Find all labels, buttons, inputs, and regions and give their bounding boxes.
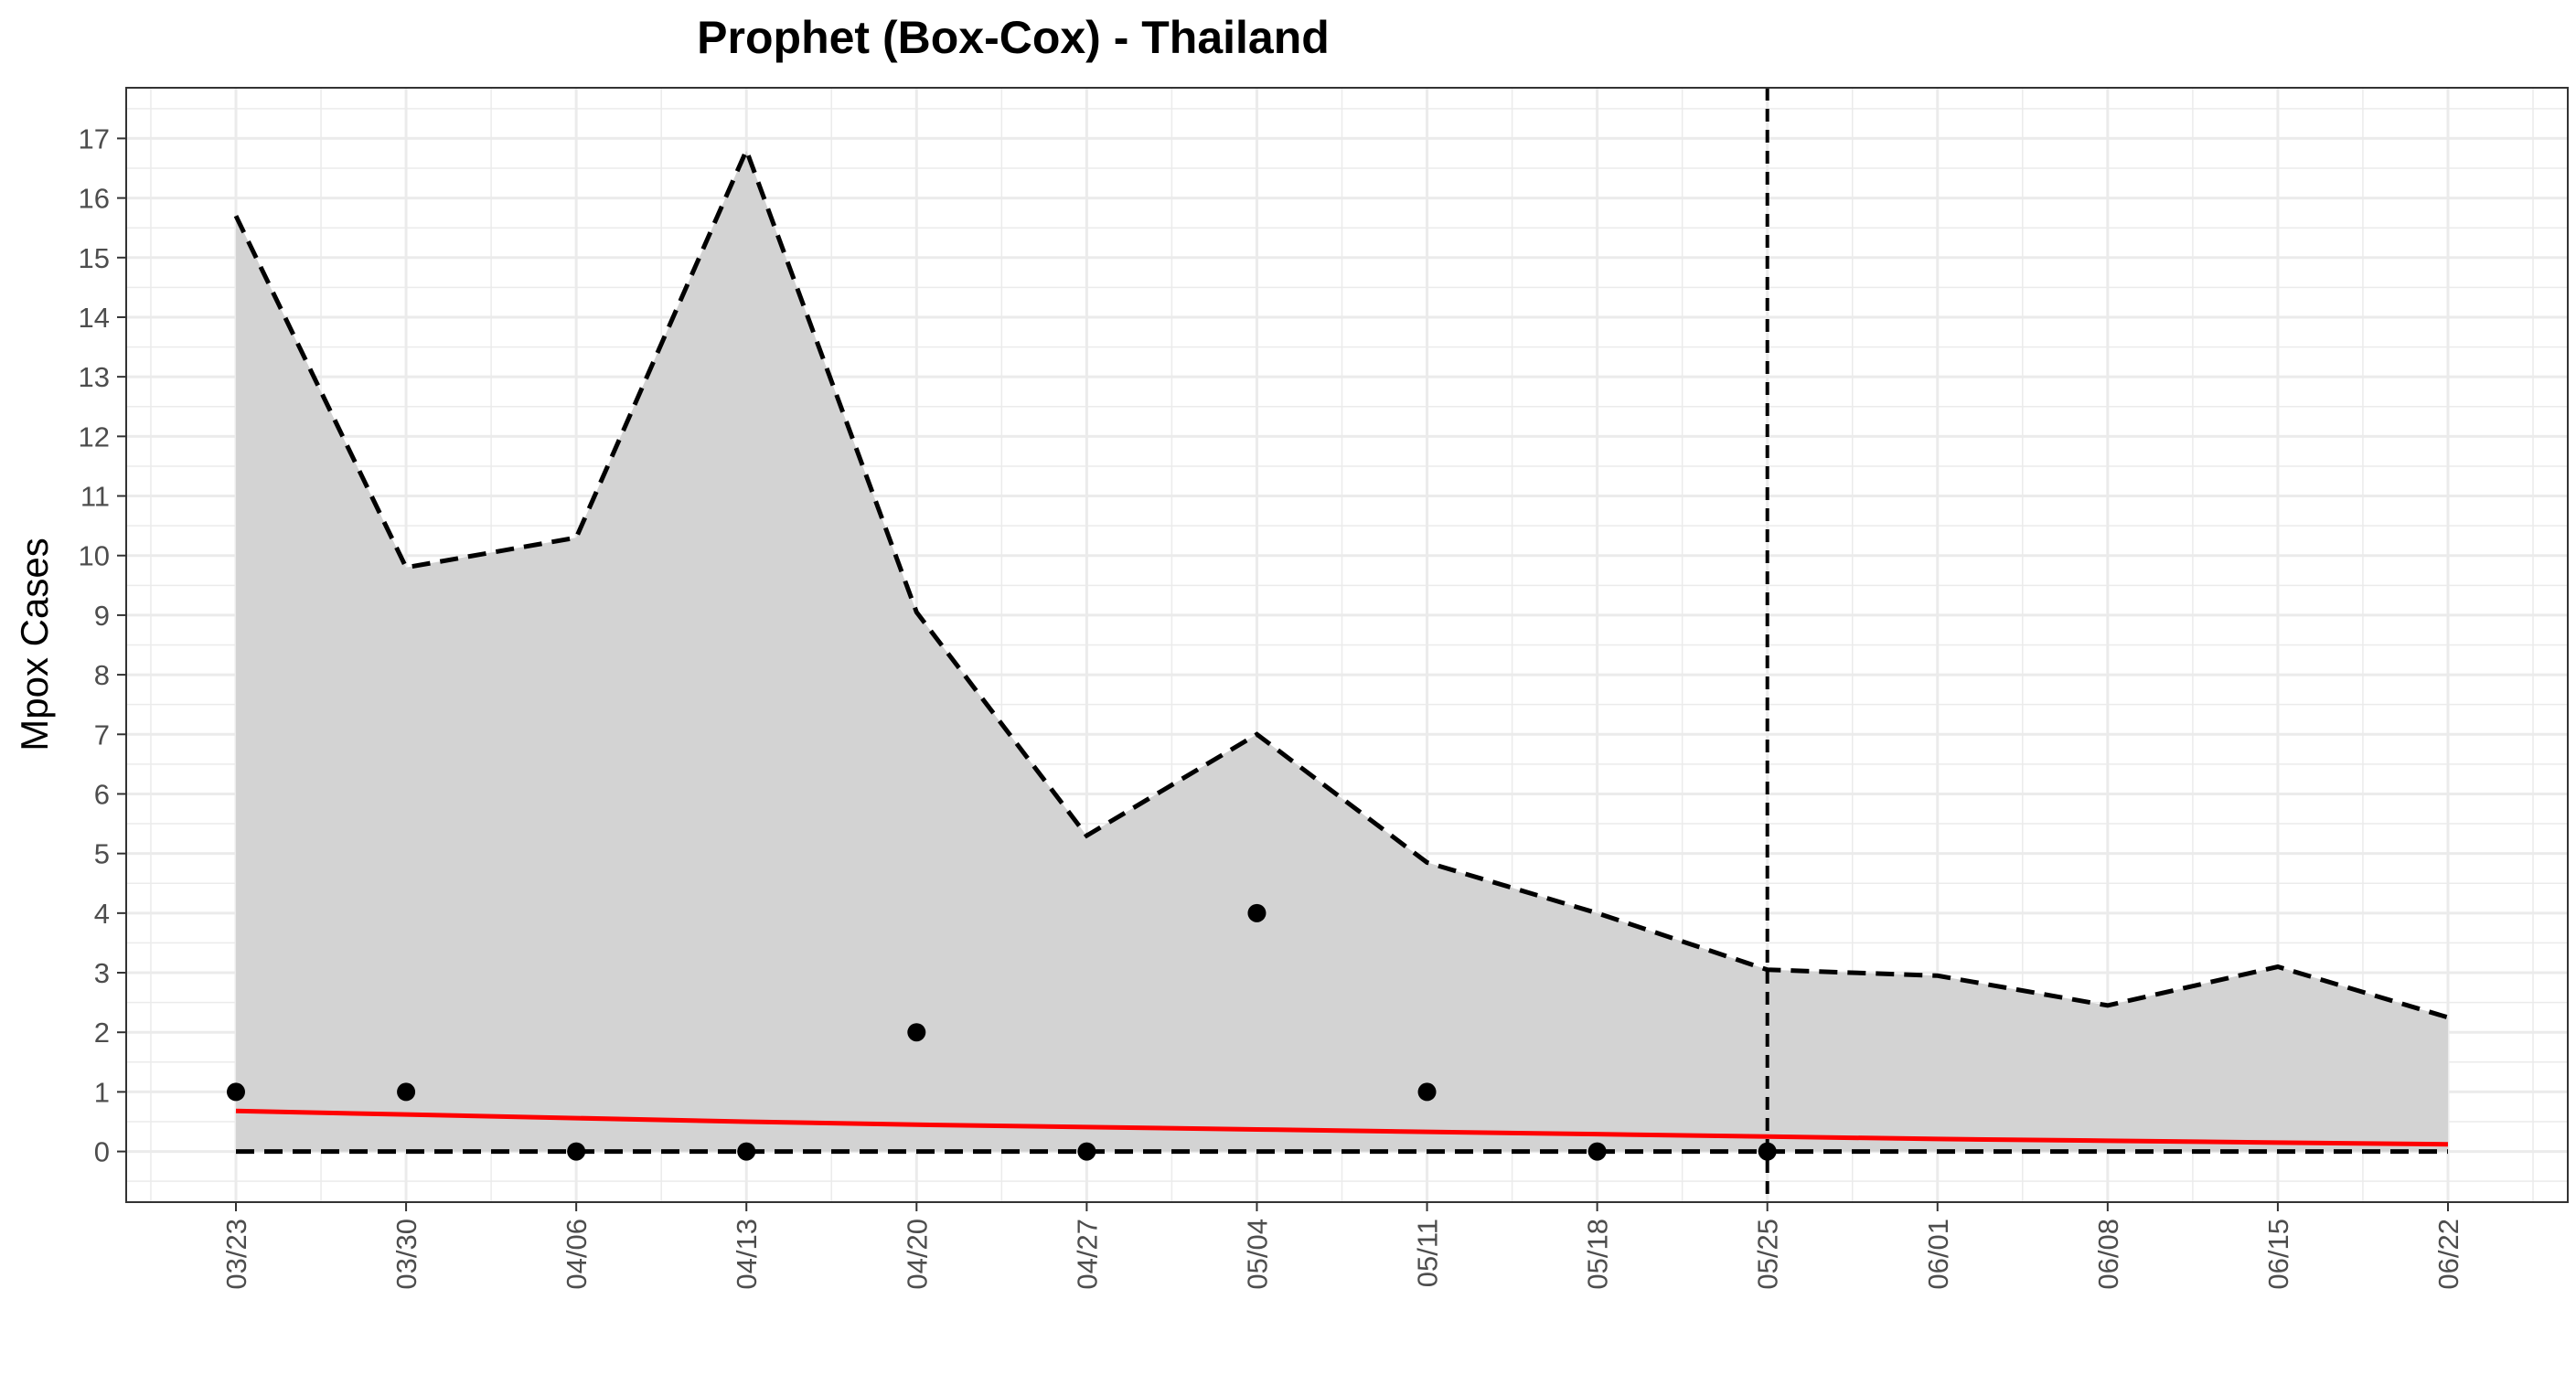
x-tick-label: 06/08 xyxy=(2092,1219,2124,1290)
x-tick-label: 03/30 xyxy=(390,1219,422,1290)
y-tick-label: 16 xyxy=(79,183,110,215)
y-tick-label: 4 xyxy=(94,898,110,930)
x-tick-label: 04/20 xyxy=(901,1219,933,1290)
x-axis: 03/23 03/30 04/06 04/13 04/20 04/27 05/04 05/11… xyxy=(220,1202,2464,1290)
y-tick-label: 5 xyxy=(94,838,110,870)
observed-point xyxy=(1417,1082,1437,1102)
observed-point xyxy=(1758,1142,1777,1161)
y-tick-label: 9 xyxy=(94,600,110,632)
observed-point xyxy=(737,1142,756,1161)
y-tick-label: 2 xyxy=(94,1017,110,1049)
y-tick-label: 15 xyxy=(79,242,110,274)
y-tick-label: 1 xyxy=(94,1076,110,1108)
x-tick-label: 04/06 xyxy=(561,1219,593,1290)
observed-points xyxy=(227,903,1777,1161)
x-tick-label: 05/11 xyxy=(1412,1219,1444,1287)
y-tick-label: 7 xyxy=(94,719,110,751)
x-tick-label: 06/22 xyxy=(2432,1219,2464,1290)
x-tick-label: 04/13 xyxy=(731,1219,763,1290)
x-tick-label: 06/01 xyxy=(1922,1219,1954,1290)
y-tick-label: 14 xyxy=(79,302,110,334)
prediction-interval-band xyxy=(236,150,2448,1152)
x-tick-label: 04/27 xyxy=(1071,1219,1103,1290)
y-tick-label: 10 xyxy=(79,540,110,572)
y-tick-label: 17 xyxy=(79,122,110,154)
y-tick-label: 12 xyxy=(79,421,110,453)
x-tick-label: 03/23 xyxy=(220,1219,252,1290)
x-tick-label: 05/25 xyxy=(1752,1219,1784,1290)
x-tick-label: 05/04 xyxy=(1241,1219,1273,1290)
observed-point xyxy=(567,1142,586,1161)
observed-point xyxy=(1587,1142,1607,1161)
y-axis-label: Mpox Cases xyxy=(13,538,56,751)
chart-title: Prophet (Box-Cox) - Thailand xyxy=(697,12,1330,63)
observed-point xyxy=(397,1082,416,1102)
observed-point xyxy=(227,1082,245,1102)
x-tick-label: 06/15 xyxy=(2262,1219,2294,1290)
upper-bound-line xyxy=(233,144,2449,1020)
y-tick-label: 6 xyxy=(94,778,110,810)
y-tick-label: 11 xyxy=(80,481,110,513)
observed-point xyxy=(1247,903,1267,922)
y-tick-label: 8 xyxy=(94,659,110,691)
y-tick-label: 3 xyxy=(94,957,110,989)
plot-border xyxy=(125,87,2569,1203)
y-tick-label: 13 xyxy=(79,361,110,393)
forecast-line xyxy=(235,1108,2449,1147)
y-tick-label: 0 xyxy=(94,1136,110,1168)
x-tick-label: 05/18 xyxy=(1582,1219,1614,1290)
observed-point xyxy=(1077,1142,1096,1161)
observed-point xyxy=(907,1023,926,1042)
